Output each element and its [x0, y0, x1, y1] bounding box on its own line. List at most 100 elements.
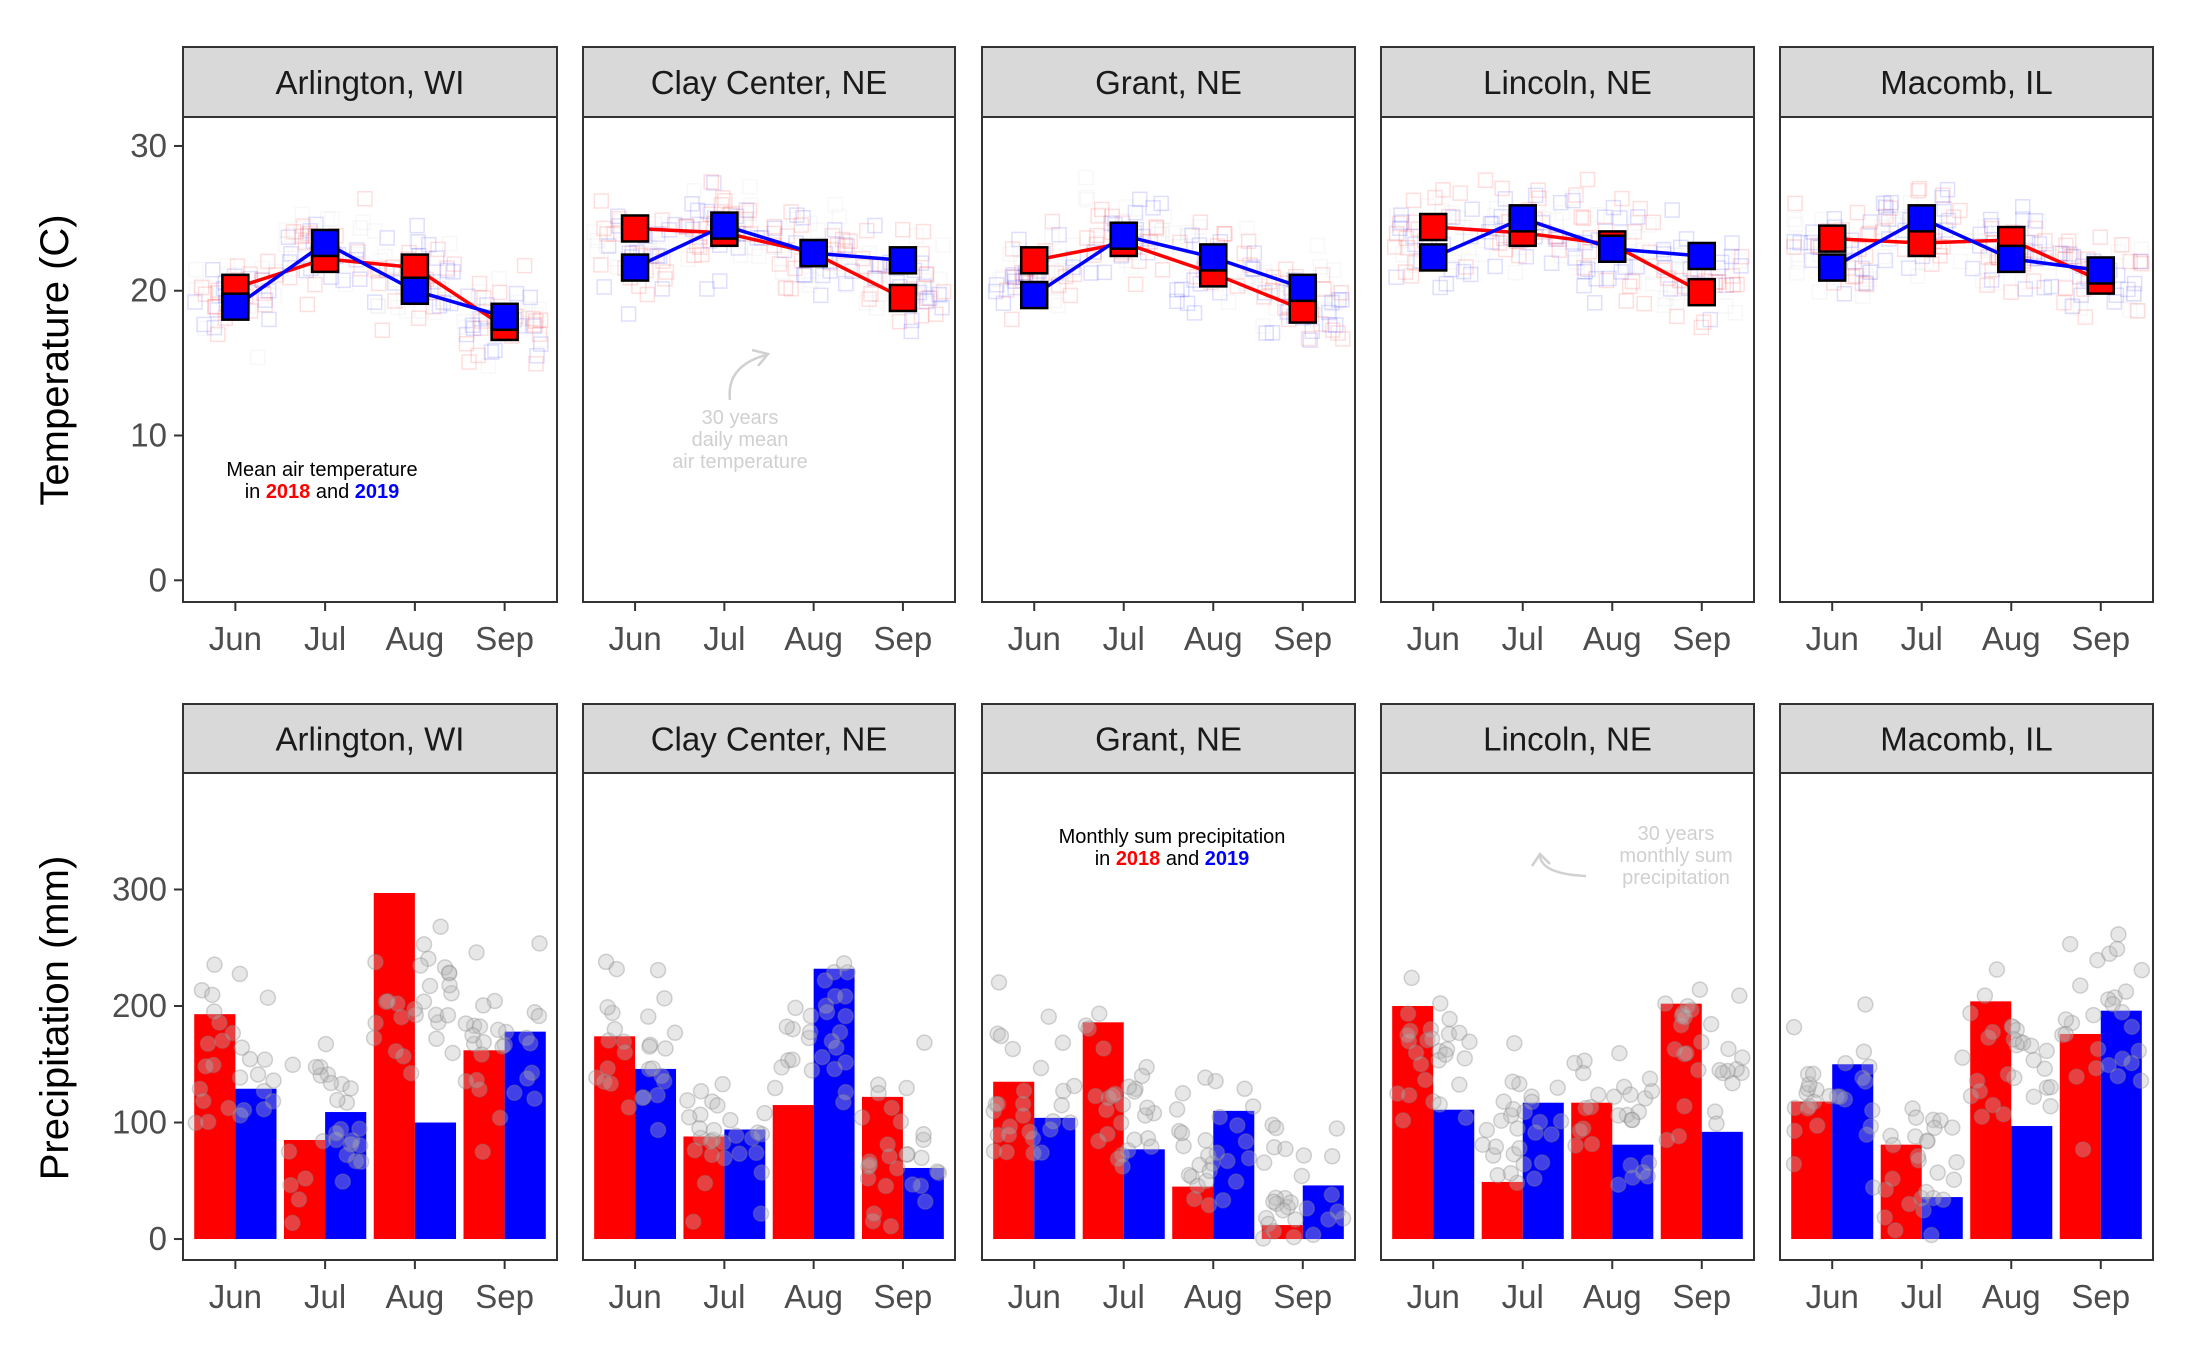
history-point — [1875, 195, 1892, 212]
history-point — [1623, 1111, 1641, 1129]
history-point — [1240, 233, 1257, 250]
history-point — [1878, 196, 1894, 212]
history-point — [374, 322, 391, 338]
bar-2018 — [1082, 1022, 1124, 1240]
history-point — [1276, 1189, 1294, 1207]
history-point — [1717, 298, 1734, 314]
history-point — [2056, 294, 2072, 311]
history-point — [696, 1174, 714, 1192]
history-point — [599, 226, 615, 242]
history-point — [1901, 1195, 1918, 1213]
history-point — [757, 230, 773, 247]
history-point — [798, 268, 814, 284]
history-point — [1876, 249, 1892, 265]
history-point — [1389, 225, 1405, 241]
history-point — [1900, 260, 1917, 276]
x-tick-label: Aug — [1982, 1278, 2041, 1315]
history-point — [639, 286, 656, 303]
history-point — [372, 253, 389, 269]
history-point — [651, 248, 668, 264]
history-point — [352, 271, 368, 287]
history-point — [934, 299, 950, 316]
history-point — [882, 1218, 900, 1235]
x-tick-label: Jun — [209, 1278, 262, 1315]
bar-2018 — [1392, 1006, 1434, 1240]
history-point — [1324, 322, 1341, 338]
history-point — [2100, 991, 2117, 1008]
history-point — [2133, 241, 2150, 257]
history-point — [1691, 981, 1709, 998]
history-point — [1186, 1190, 1203, 1208]
history-point — [284, 1214, 301, 1232]
history-point — [1393, 207, 1409, 223]
history-point — [1671, 272, 1688, 289]
panel-content — [187, 893, 548, 1240]
history-point — [1464, 201, 1480, 217]
history-point — [1929, 1164, 1946, 1181]
history-point — [1386, 239, 1403, 255]
history-point — [654, 212, 671, 228]
history-point — [1127, 276, 1144, 293]
history-point — [1021, 1123, 1038, 1141]
history-point — [1044, 1113, 1062, 1130]
history-point — [1609, 1176, 1627, 1193]
history-point — [918, 266, 935, 283]
history-point — [1511, 1140, 1528, 1157]
point-2019 — [1817, 253, 1847, 282]
history-point — [1131, 253, 1147, 270]
history-point — [620, 1099, 638, 1116]
history-point — [1061, 1114, 1079, 1131]
history-point — [2085, 1006, 2102, 1024]
panel-border — [981, 116, 1356, 603]
history-point — [1577, 1099, 1594, 1117]
history-point — [777, 279, 794, 296]
history-point — [379, 230, 395, 246]
history-point — [793, 217, 810, 233]
history-point — [1605, 199, 1622, 216]
history-point — [2106, 294, 2123, 310]
history-point — [1728, 1060, 1745, 1078]
history-point — [1229, 1117, 1246, 1134]
history-point — [412, 957, 429, 974]
history-point — [783, 204, 799, 220]
history-point — [1805, 1093, 1823, 1111]
history-point — [1786, 239, 1802, 255]
history-point — [995, 295, 1012, 311]
history-point — [1678, 1045, 1695, 1062]
history-point — [864, 1213, 882, 1230]
history-point — [204, 986, 221, 1004]
annotation-part: 2019 — [1205, 848, 1250, 870]
history-point — [918, 266, 935, 282]
history-point — [1706, 1103, 1724, 1120]
history-point — [483, 344, 500, 360]
history-point — [743, 197, 759, 213]
x-tick-label: Jun — [1008, 1278, 1061, 1315]
history-point — [1331, 285, 1348, 301]
history-point — [1836, 1091, 1854, 1108]
history-point — [1945, 1171, 1963, 1188]
bar-2019 — [2100, 1010, 2142, 1240]
history-point — [1733, 249, 1750, 265]
history-point — [1066, 1077, 1083, 1095]
history-point — [1731, 987, 1748, 1004]
history-point — [294, 206, 310, 223]
history-note: precipitation — [1622, 867, 1730, 889]
history-point — [602, 1075, 620, 1092]
history-point — [596, 220, 612, 237]
bar-2018 — [1660, 1003, 1702, 1240]
history-point — [1666, 285, 1682, 301]
history-point — [742, 178, 758, 195]
history-point — [913, 1149, 930, 1167]
history-point — [1576, 1052, 1593, 1069]
history-point — [1114, 1096, 1132, 1113]
history-point — [1673, 1007, 1691, 1025]
history-point — [257, 296, 273, 313]
point-2019 — [1687, 241, 1717, 271]
history-point — [787, 999, 804, 1017]
history-point — [2120, 281, 2136, 298]
history-point — [256, 1051, 274, 1068]
history-point — [187, 1114, 205, 1132]
history-point — [1800, 1097, 1818, 1115]
history-point — [1724, 235, 1740, 251]
history-point — [1566, 1054, 1583, 1072]
